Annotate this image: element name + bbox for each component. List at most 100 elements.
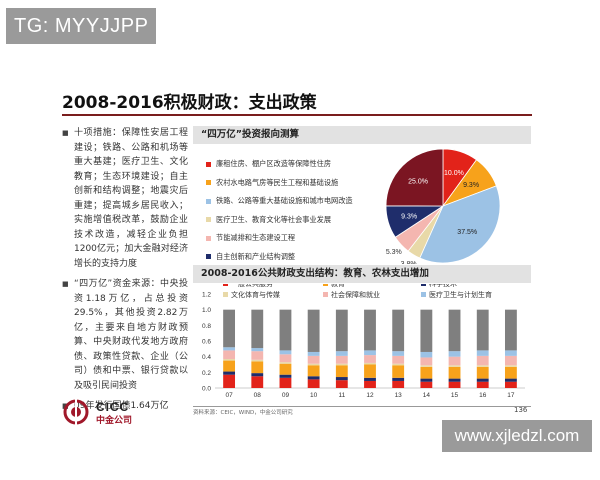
bar-segment (279, 374, 292, 378)
bar-legend-swatch (223, 281, 228, 286)
bar-segment (420, 309, 433, 352)
bar-segment (251, 309, 264, 349)
bar-segment (335, 363, 348, 366)
pie-legend-item: 医疗卫生、教育文化等社会事业发展 (206, 211, 356, 230)
page-number: 136 (514, 406, 528, 414)
bar-segment (392, 365, 405, 378)
pie-panel-title-rest: 投资报向测算 (242, 129, 300, 140)
bar-segment (504, 381, 517, 388)
watermark-bottom: www.xjledzl.com (442, 420, 592, 452)
bar-chart-svg: 0.0 0.2 0.4 0.6 0.8 1.0 1.2 07 08 09 10 11 12 13 14 15 1… (202, 279, 525, 399)
bar-segment (420, 365, 433, 367)
bar-segment (504, 350, 517, 356)
bar-segment (364, 364, 376, 378)
bar-segment (335, 380, 348, 388)
legend-label: 廉租住房、棚户区改造等保障性住房 (216, 159, 332, 169)
x-tick-label: 13 (395, 392, 403, 399)
y-tick-label: 0.8 (202, 323, 211, 330)
bar-segment (307, 363, 320, 366)
bar-segment (392, 377, 405, 381)
bar-chart: 0.0 0.2 0.4 0.6 0.8 1.0 1.2 07 08 09 10 11 12 13 14 15 1… (193, 279, 531, 406)
bar-segment (251, 376, 264, 388)
bar-segment (335, 355, 348, 364)
bar-legend-swatch (323, 292, 328, 297)
pie-chart: 10.0% 9.3% 37.5% 3.8% 5.3% 9.3% 25.0% (355, 146, 525, 268)
y-tick-label: 1.2 (202, 292, 211, 299)
bar-segment (307, 376, 320, 380)
bar-segment (335, 309, 348, 352)
bar-segment (223, 371, 236, 375)
bar-segment (364, 380, 376, 388)
bar-segment (307, 355, 320, 364)
x-tick-label: 11 (338, 392, 345, 399)
bar-segment (307, 379, 320, 388)
bar-legend-swatch (323, 281, 328, 286)
bar-segment (392, 309, 405, 352)
footer-rule (193, 406, 531, 407)
legend-swatch (206, 217, 211, 223)
watermark-top: TG: MYYJJPP (6, 8, 156, 44)
bar-segment (335, 365, 348, 378)
bar-segment (223, 347, 236, 351)
x-tick-label: 16 (479, 392, 487, 399)
bar-segment (448, 309, 461, 352)
bar-segment (279, 362, 292, 364)
bar-legend-label: 科学技术 (429, 284, 457, 288)
bar-segment (223, 359, 236, 361)
pie-legend-item: 节能减排和生态建设工程 (206, 229, 356, 248)
bar-segment (476, 309, 489, 351)
bar-segment (223, 374, 236, 388)
bullet-square-icon: ■ (62, 280, 69, 288)
bar-segment (279, 309, 292, 351)
bar-segment (420, 381, 433, 388)
bar-legend-swatch (421, 281, 426, 286)
legend-label: 自主创新和产业结构调整 (216, 251, 296, 261)
bar-legend-label: 一般公共服务 (231, 284, 273, 288)
bar-segment (448, 356, 461, 366)
bar-legend-swatch (223, 292, 228, 297)
legend-swatch (206, 198, 211, 204)
pie-legend-item: 铁路、公路等重大基础设施和城市电网改造 (206, 192, 356, 211)
logo-text-cn: 中金公司 (96, 416, 133, 426)
bar-segment (307, 309, 320, 352)
pie-panel-title-quoted: “四万亿” (201, 129, 242, 140)
pie-legend-item: 农村水电路气房等民生工程和基础设施 (206, 174, 356, 193)
bar-segment (364, 377, 376, 381)
bar-segment (504, 365, 517, 367)
legend-swatch (206, 180, 211, 186)
bar-segment (279, 350, 292, 355)
bar-segment (307, 351, 320, 356)
legend-swatch (206, 254, 211, 260)
cicc-logo-icon (63, 399, 89, 425)
bar-segment (251, 373, 264, 377)
bullet-list: ■ 十项措施：保障性安居工程建设；铁路、公路和机场等重大基建；医疗卫生、文化教育… (62, 126, 188, 420)
x-tick-label: 09 (282, 392, 290, 399)
bar-segment (504, 366, 517, 379)
bullet-text: 09年发行国债1.64万亿 (74, 401, 169, 411)
pie-data-label: 25.0% (408, 178, 428, 185)
bar-segment (392, 380, 405, 388)
source-note: 资料来源：CEIC，WIND，中金公司研究 (193, 410, 293, 416)
logo-text-en: CICC (96, 400, 130, 414)
bar-segment (335, 377, 348, 381)
legend-label: 农村水电路气房等民生工程和基础设施 (216, 177, 339, 187)
bar-segment (279, 377, 292, 388)
bar-segment (364, 355, 376, 363)
bar-segment (420, 351, 433, 358)
bar-segment (364, 309, 376, 351)
bullet-text: 十项措施：保障性安居工程建设；铁路、公路和机场等重大基建；医疗卫生、文化教育；生… (74, 128, 188, 269)
bar-segment (448, 381, 461, 388)
bar-segment (420, 366, 433, 379)
bar-segment (476, 350, 489, 356)
y-tick-label: 0.4 (202, 354, 211, 361)
bar-segment (476, 366, 489, 379)
bar-segment (448, 378, 461, 382)
bar-segment (279, 363, 292, 375)
bar-legend-label: 教育 (331, 284, 345, 288)
x-tick-label: 14 (423, 392, 431, 399)
bar-segment (420, 378, 433, 382)
bar-segment (364, 362, 376, 365)
title-rule (62, 114, 532, 116)
pie-slice (385, 148, 444, 207)
bar-segment (251, 348, 264, 352)
